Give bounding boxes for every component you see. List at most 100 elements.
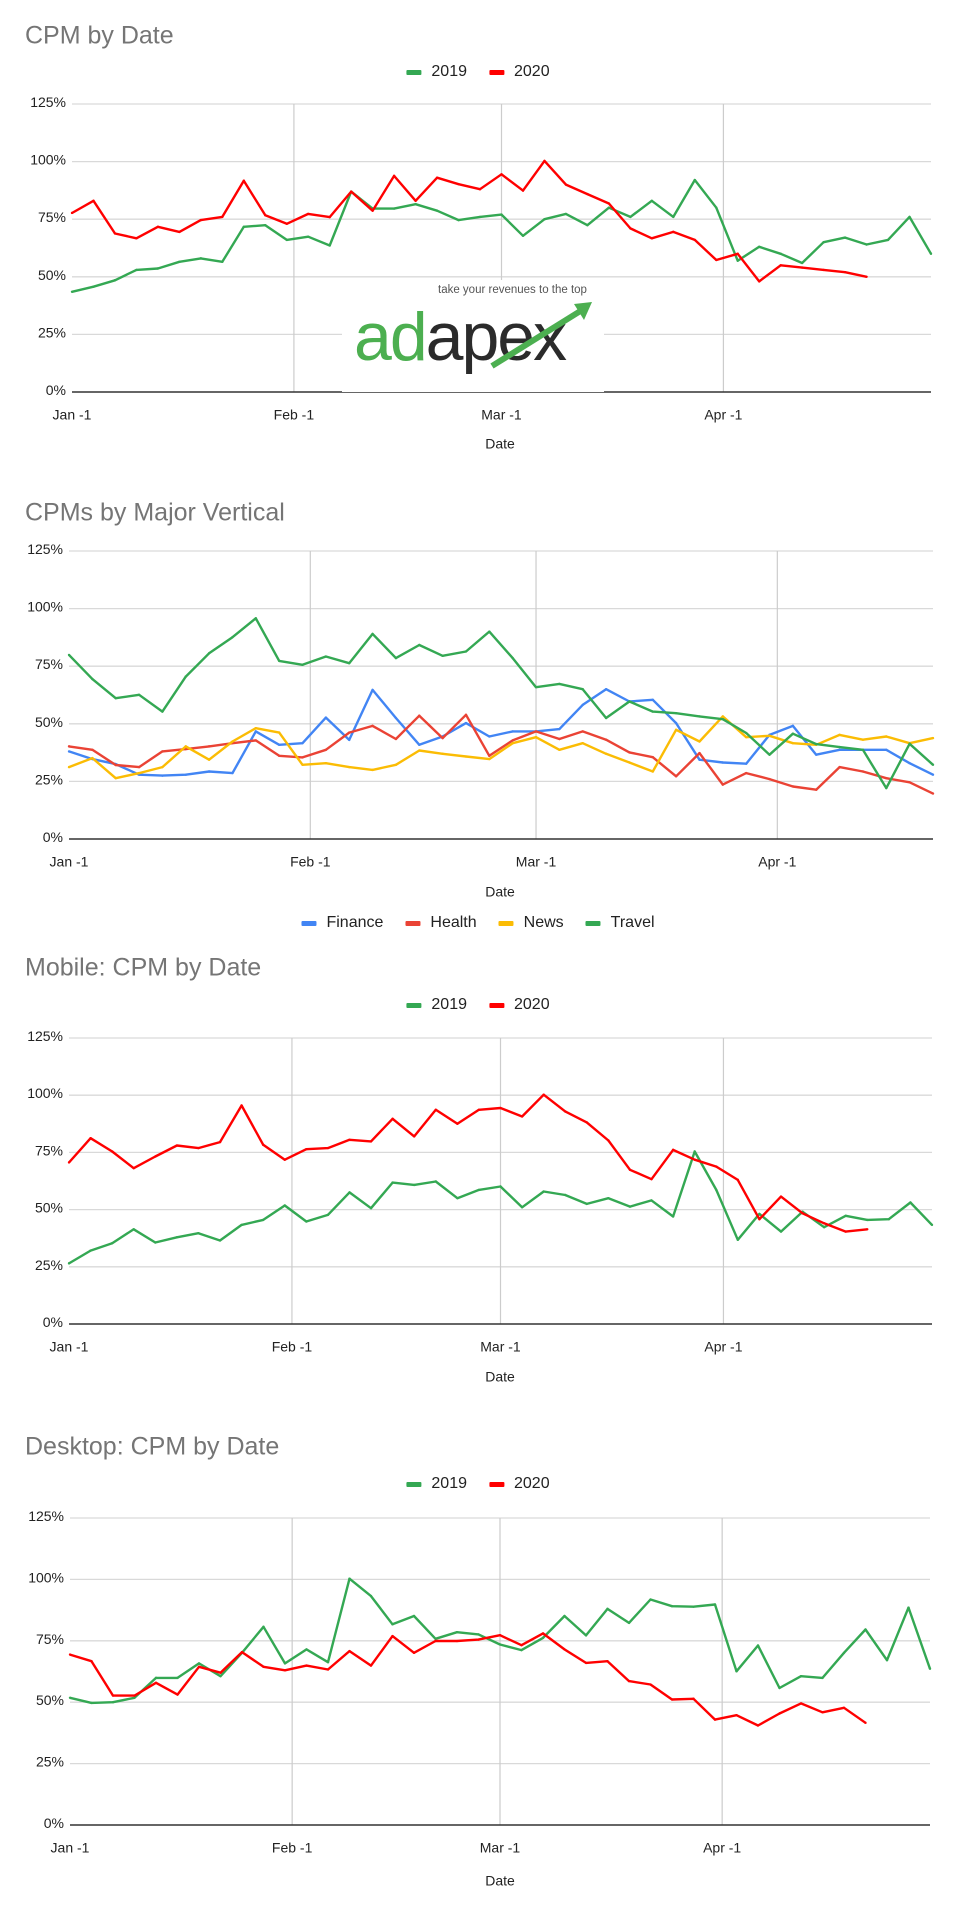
data-point-health	[651, 756, 654, 759]
data-point-2019	[885, 1659, 889, 1662]
data-point-2019	[844, 1214, 847, 1217]
data-point-2019	[670, 1604, 674, 1608]
data-point-2019	[564, 1193, 567, 1197]
data-point-2019	[176, 1676, 179, 1680]
data-point-2019	[197, 1662, 201, 1665]
data-point-2020	[326, 1146, 330, 1150]
data-point-finance	[277, 743, 281, 746]
data-point-travel	[464, 650, 468, 653]
data-point-2020	[713, 1718, 717, 1721]
data-point-travel	[511, 656, 514, 660]
data-point-health	[581, 730, 584, 733]
data-point-2020	[822, 1222, 826, 1225]
data-point-2020	[392, 174, 396, 178]
data-point-2020	[756, 1724, 760, 1727]
y-tick-label: 75%	[38, 209, 66, 225]
chart-legend: 2019 2020	[406, 1475, 550, 1493]
x-tick-label: Feb -1	[290, 854, 331, 870]
data-point-2020	[348, 1649, 351, 1653]
data-point-2019	[67, 1262, 71, 1265]
data-point-health	[838, 765, 841, 769]
data-point-2019	[693, 178, 696, 182]
data-point-2020	[413, 1135, 416, 1138]
data-point-news	[114, 776, 117, 780]
data-point-finance	[931, 773, 935, 776]
legend-swatch	[498, 920, 514, 926]
data-point-travel	[488, 630, 491, 633]
legend-item-news[interactable]: News	[498, 914, 564, 932]
data-point-news	[184, 745, 187, 748]
data-point-2019	[262, 1625, 265, 1629]
legend-label: Health	[430, 914, 477, 931]
data-point-2019	[70, 290, 74, 293]
data-point-news	[67, 765, 71, 769]
data-point-2020	[90, 1659, 93, 1663]
x-axis-title: Date	[485, 1873, 515, 1889]
y-tick-label: 0%	[43, 829, 63, 845]
data-point-2020	[326, 1668, 330, 1671]
logo-tagline: take your revenues to the top	[438, 284, 587, 296]
data-point-health	[207, 745, 211, 748]
y-tick-label: 125%	[27, 1028, 63, 1044]
data-point-news	[558, 748, 561, 752]
legend-label: 2020	[514, 63, 550, 80]
data-point-2020	[369, 1664, 373, 1667]
data-point-travel	[628, 700, 631, 703]
data-point-health	[301, 756, 304, 759]
legend-swatch	[301, 920, 317, 926]
legend-item-finance[interactable]: Finance	[301, 914, 383, 932]
legend-item-2019[interactable]: 2019	[406, 63, 467, 81]
data-point-2019	[821, 1676, 824, 1680]
data-point-2019	[113, 279, 117, 282]
data-point-health	[371, 724, 374, 728]
data-point-travel	[91, 677, 94, 681]
y-tick-label: 125%	[30, 94, 66, 110]
data-point-health	[674, 775, 678, 778]
legend-item-2019[interactable]: 2019	[406, 1475, 467, 1493]
data-point-2019	[414, 203, 417, 206]
legend-swatch	[406, 69, 422, 75]
data-point-health	[137, 765, 141, 769]
data-point-2020	[218, 1140, 222, 1144]
data-point-finance	[394, 716, 398, 720]
data-point-2020	[541, 1632, 545, 1635]
legend-label: Finance	[326, 914, 384, 931]
legend-item-travel[interactable]: Travel	[585, 914, 655, 932]
data-point-2020	[328, 215, 331, 219]
data-point-2019	[908, 215, 911, 219]
legend-item-2019[interactable]: 2019	[406, 996, 467, 1014]
data-point-2020	[154, 1155, 157, 1158]
data-point-finance	[791, 724, 795, 728]
data-point-travel	[674, 712, 678, 715]
data-point-travel	[931, 763, 935, 767]
data-point-2019	[89, 1249, 92, 1252]
legend-item-2020[interactable]: 2020	[489, 1475, 550, 1493]
legend-swatch	[489, 69, 504, 75]
data-point-travel	[768, 753, 771, 756]
legend-item-2020[interactable]: 2020	[489, 63, 550, 81]
legend-item-2020[interactable]: 2020	[489, 996, 550, 1014]
y-tick-label: 0%	[46, 382, 66, 398]
data-point-2020	[110, 1150, 114, 1153]
data-point-travel	[558, 682, 561, 686]
data-point-2020	[68, 1653, 72, 1656]
data-point-2019	[197, 1231, 200, 1235]
data-point-2020	[434, 1108, 437, 1112]
data-point-health	[768, 777, 771, 781]
data-point-2019	[240, 1223, 243, 1227]
data-point-2020	[349, 190, 353, 193]
data-point-2019	[843, 236, 847, 239]
legend-label: 2019	[431, 63, 467, 80]
data-point-2019	[221, 260, 224, 264]
data-point-2020	[457, 182, 460, 186]
data-point-2020	[672, 230, 675, 234]
data-point-2020	[499, 1106, 502, 1110]
data-point-2020	[520, 1644, 523, 1647]
data-point-2020	[348, 1138, 351, 1142]
data-point-2019	[111, 1701, 115, 1704]
data-point-news	[137, 771, 141, 775]
series-line-2020	[71, 159, 867, 283]
data-point-health	[931, 792, 935, 795]
legend-item-health[interactable]: Health	[405, 914, 477, 932]
data-point-2020	[542, 1093, 545, 1096]
